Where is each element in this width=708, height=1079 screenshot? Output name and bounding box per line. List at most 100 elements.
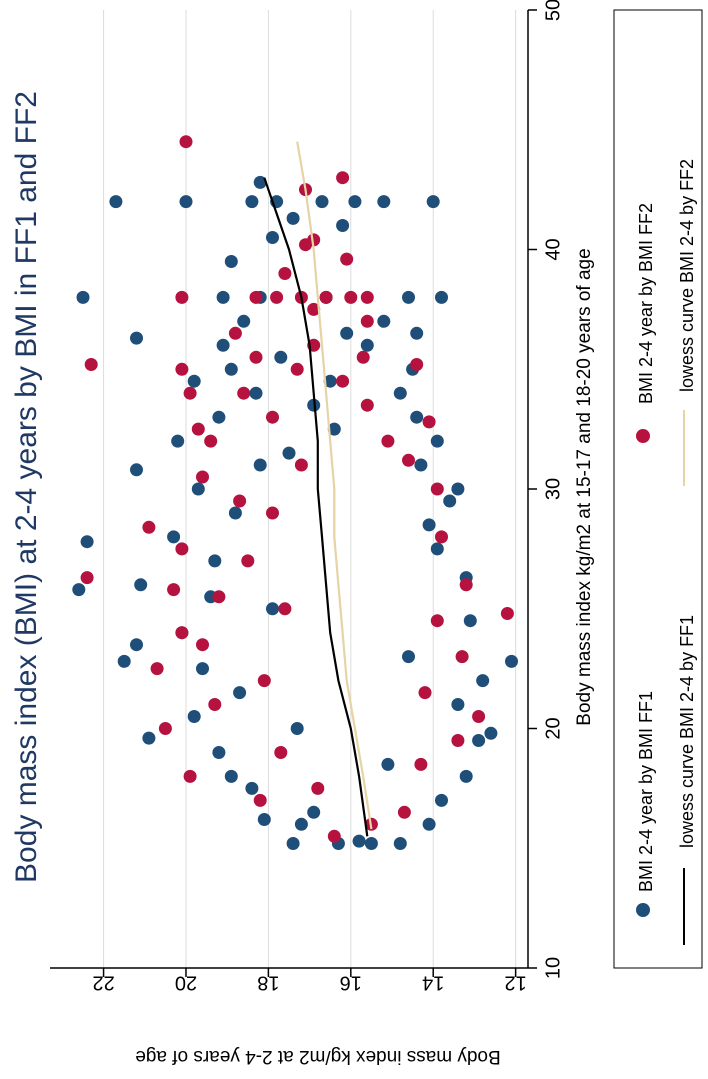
point-ff1 [393, 386, 407, 400]
point-ff1 [216, 290, 230, 304]
x-tick-layer: 10 20 30 40 50 [528, 0, 564, 979]
point-ff2 [500, 607, 514, 620]
point-ff2 [430, 614, 444, 628]
point-ff1 [410, 326, 424, 340]
point-ff2 [233, 494, 247, 508]
point-ff2 [179, 135, 193, 149]
point-ff2 [336, 374, 350, 388]
legend-swatch-ff2-points [636, 429, 650, 443]
point-ff2 [336, 171, 350, 185]
point-ff1 [476, 674, 490, 688]
point-ff1 [187, 710, 201, 723]
point-ff2 [237, 386, 251, 400]
point-ff1 [451, 698, 465, 711]
point-ff1 [505, 654, 518, 668]
point-ff1 [484, 726, 498, 740]
x-axis-label: Body mass index kg/m2 at 15-17 and 18-20… [574, 248, 595, 725]
point-ff2 [158, 722, 172, 735]
point-ff1 [381, 757, 395, 771]
point-ff1 [348, 195, 362, 209]
x-tick-group: 50 [542, 0, 564, 21]
point-ff2 [175, 290, 189, 304]
y-axis-label: Body mass index kg/m2 at 2-4 years of ag… [135, 1046, 500, 1067]
point-ff1 [266, 602, 279, 616]
x-tick-group: 10 [542, 957, 564, 979]
y-tick-layer: 12 14 16 18 20 22 [92, 968, 527, 994]
point-ff2 [270, 290, 284, 304]
point-ff1 [393, 837, 407, 850]
point-ff1 [130, 638, 143, 652]
point-ff1 [76, 290, 90, 304]
point-ff2 [278, 267, 292, 280]
point-ff2 [241, 554, 255, 568]
point-ff1 [72, 583, 86, 597]
point-ff1 [233, 686, 247, 700]
point-ff1 [430, 434, 444, 448]
point-ff1 [274, 350, 288, 364]
point-ff1 [282, 446, 296, 460]
lowess-line-ff2 [296, 141, 373, 830]
y-tick-label: 16 [340, 972, 362, 994]
point-ff1 [167, 530, 181, 544]
point-ff1 [430, 542, 444, 556]
point-ff2 [418, 686, 432, 700]
grid-layer [103, 10, 517, 968]
point-ff1 [109, 195, 123, 209]
legend-entry-ff1-lowess: lowess curve BMI 2-4 by FF1 [677, 615, 697, 848]
point-ff2 [472, 710, 486, 723]
point-ff2 [319, 290, 333, 304]
point-ff1 [249, 386, 263, 400]
point-ff1 [290, 722, 304, 735]
point-ff1 [422, 817, 436, 831]
point-ff2 [459, 578, 473, 592]
point-ff2 [191, 422, 205, 436]
point-ff2 [360, 398, 374, 412]
legend-label-ff1-lowess: lowess curve BMI 2-4 by FF1 [677, 615, 697, 848]
point-ff1 [253, 175, 267, 189]
x-tick-label: 20 [542, 717, 564, 739]
point-ff1 [286, 211, 300, 225]
point-ff2 [274, 746, 288, 759]
point-ff2 [228, 326, 242, 340]
y-tick-label: 20 [175, 972, 197, 994]
x-tick-label: 40 [542, 238, 564, 260]
legend-box [613, 9, 703, 969]
y-tick-group: 18 [257, 972, 279, 994]
point-ff1 [435, 793, 448, 807]
y-tick-group: 20 [175, 972, 197, 994]
point-ff2 [294, 458, 308, 472]
point-ff2 [266, 410, 279, 424]
point-ff2 [253, 793, 267, 807]
point-ff1 [196, 662, 209, 676]
point-ff1 [340, 326, 354, 340]
point-ff1 [410, 410, 424, 424]
point-ff2 [360, 314, 374, 328]
point-ff2 [183, 386, 197, 400]
point-ff2 [455, 650, 469, 664]
y-tick-group: 14 [422, 972, 444, 994]
point-ff2 [410, 358, 424, 371]
point-ff1 [216, 338, 230, 352]
point-ff1 [179, 195, 193, 209]
legend-label-ff2-lowess: lowess curve BMI 2-4 by FF2 [677, 159, 697, 392]
point-ff2 [360, 290, 374, 304]
point-ff1 [435, 290, 448, 304]
point-ff2 [397, 805, 411, 819]
y-tick-group: 12 [505, 972, 527, 994]
point-ff1 [224, 362, 238, 376]
point-ff2 [175, 626, 189, 640]
point-ff2 [402, 453, 415, 467]
point-ff2 [307, 233, 321, 247]
point-ff2 [266, 506, 279, 520]
point-ff1 [130, 331, 143, 345]
point-ff2 [381, 434, 395, 448]
point-ff1 [463, 614, 477, 628]
y-tick-label: 22 [92, 972, 114, 994]
point-ff1 [245, 781, 259, 795]
point-ff1 [142, 731, 156, 745]
point-ff2 [356, 350, 370, 364]
point-ff1 [257, 813, 271, 826]
